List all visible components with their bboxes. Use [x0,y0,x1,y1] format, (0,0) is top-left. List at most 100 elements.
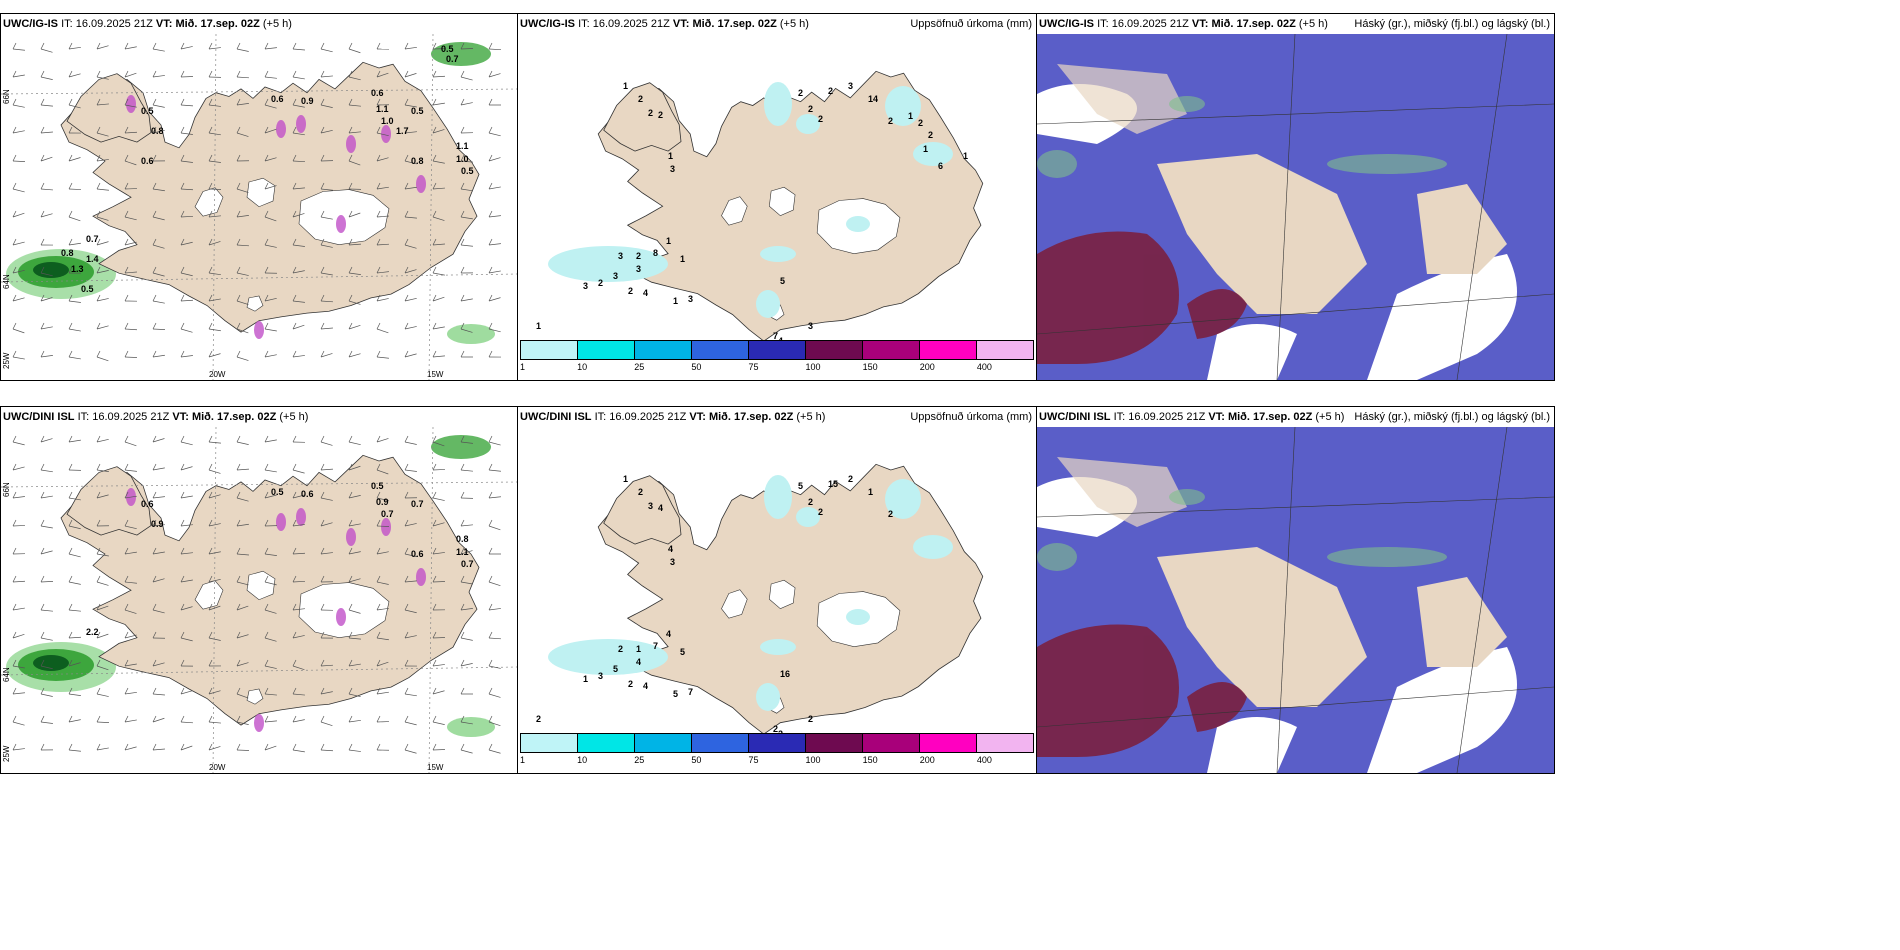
convective-spot [346,135,356,153]
wind-value-label: 0.6 [271,94,284,104]
glacier [721,589,748,619]
wind-barb [40,156,53,162]
wind-barb [264,244,277,248]
wind-barb-flag [180,350,185,358]
wind-value-label: 0.6 [141,156,154,166]
wind-barb-flag [348,463,353,471]
wind-barb-flag [40,98,45,106]
wind-barb-flag [292,350,297,358]
wind-barb-flag [236,631,241,639]
wind-barb-flag [12,743,17,751]
wind-barb [124,72,137,78]
wind-barb [292,300,305,303]
precip-value-label: 1 [680,254,685,264]
wind-barb-flag [180,294,185,302]
wind-barb [460,663,473,667]
wind-barb [376,186,389,190]
wind-barb [68,439,81,443]
wind-barb-flag [96,98,101,106]
wind-barb [124,441,137,447]
wind-barb [236,553,249,556]
wind-barb [68,242,81,246]
clear-area [1207,324,1297,380]
wind-barb-flag [348,519,353,527]
wind-barb-flag [488,603,493,611]
wind-barb-flag [40,687,45,695]
wind-barb-flag [376,463,381,471]
wind-value-label: 0.7 [411,499,424,509]
wind-barb [348,495,361,499]
precip-value-label: 1 [908,111,913,121]
wind-barb [348,300,361,305]
wind-barb-flag [488,266,493,274]
wind-barb [236,300,249,305]
wind-barb [40,495,53,499]
precip-value-label: 3 [688,294,693,304]
wind-barb-flag [12,491,17,499]
wind-barb-flag [208,98,213,106]
wind-barb-flag [236,154,241,162]
wind-barb-flag [320,603,325,611]
wind-barb-flag [124,154,129,162]
low-cloud-area [1037,489,1447,571]
wind-barb-flag [404,42,409,50]
wind-barb [208,328,221,332]
wind-barb-flag [124,743,129,751]
wind-barb [208,494,221,499]
wind-barb-flag [68,182,73,190]
wind-barb-flag [68,98,73,106]
wind-barb-flag [96,210,101,218]
wind-barb [460,76,473,81]
wind-barb [12,721,25,726]
precip-value-label: 1 [668,151,673,161]
wind-barb-flag [404,715,409,723]
it-value: 16.09.2025 21Z [609,411,687,423]
wind-barb-flag [404,631,409,639]
lat-66-label: 66N [2,89,11,104]
wind-barb-flag [404,575,409,583]
wind-barb [432,326,445,330]
wind-barb [348,609,361,614]
wind-barb [12,748,25,751]
wind-barb [180,745,193,751]
wind-barb-flag [208,42,213,50]
wind-value-label: 0.9 [151,519,164,529]
wind-barb [320,664,333,667]
wind-barb [96,665,109,671]
latitude-line [1,666,517,676]
wind-barb-flag [68,463,73,471]
precip-value-label: 4 [643,681,648,691]
row2-cloud-panel: UWC/DINI ISL IT: 16.09.2025 21Z VT: Mið.… [1036,406,1555,774]
wind-barb-flag [404,659,409,667]
wind-barb [96,356,109,362]
wind-barb [68,719,81,723]
precip-value-label: 5 [673,689,678,699]
wind-barb-flag [292,98,297,106]
wind-barb-flag [152,294,157,302]
wind-barb-flag [180,70,185,78]
wind-barb [404,553,417,557]
wind-barb [12,580,25,583]
panel-header: UWC/IG-IS IT: 16.09.2025 21Z VT: Mið. 17… [1037,14,1554,34]
wind-barb-flag [12,715,17,723]
wind-barb [68,328,81,332]
wind-barb-flag [236,294,241,302]
wind-barb [460,550,473,555]
colorbar-bin [635,734,692,752]
wind-barb-flag [404,687,409,695]
wind-barb [320,468,333,471]
glacier [769,579,796,610]
wind-barb [292,132,305,136]
wind-barb [348,243,361,246]
wind-barb [404,216,417,219]
wind-barb [236,215,249,218]
wind-barb-flag [236,715,241,723]
wind-barb-flag [320,266,325,274]
convective-spots [126,95,426,339]
wind-barb-flag [488,463,493,471]
precip-value-label: 7 [653,641,658,651]
low-cloud-area [1037,96,1447,178]
convective-spot [336,215,346,233]
wind-barb-flag [320,70,325,78]
precip-area [796,507,820,527]
